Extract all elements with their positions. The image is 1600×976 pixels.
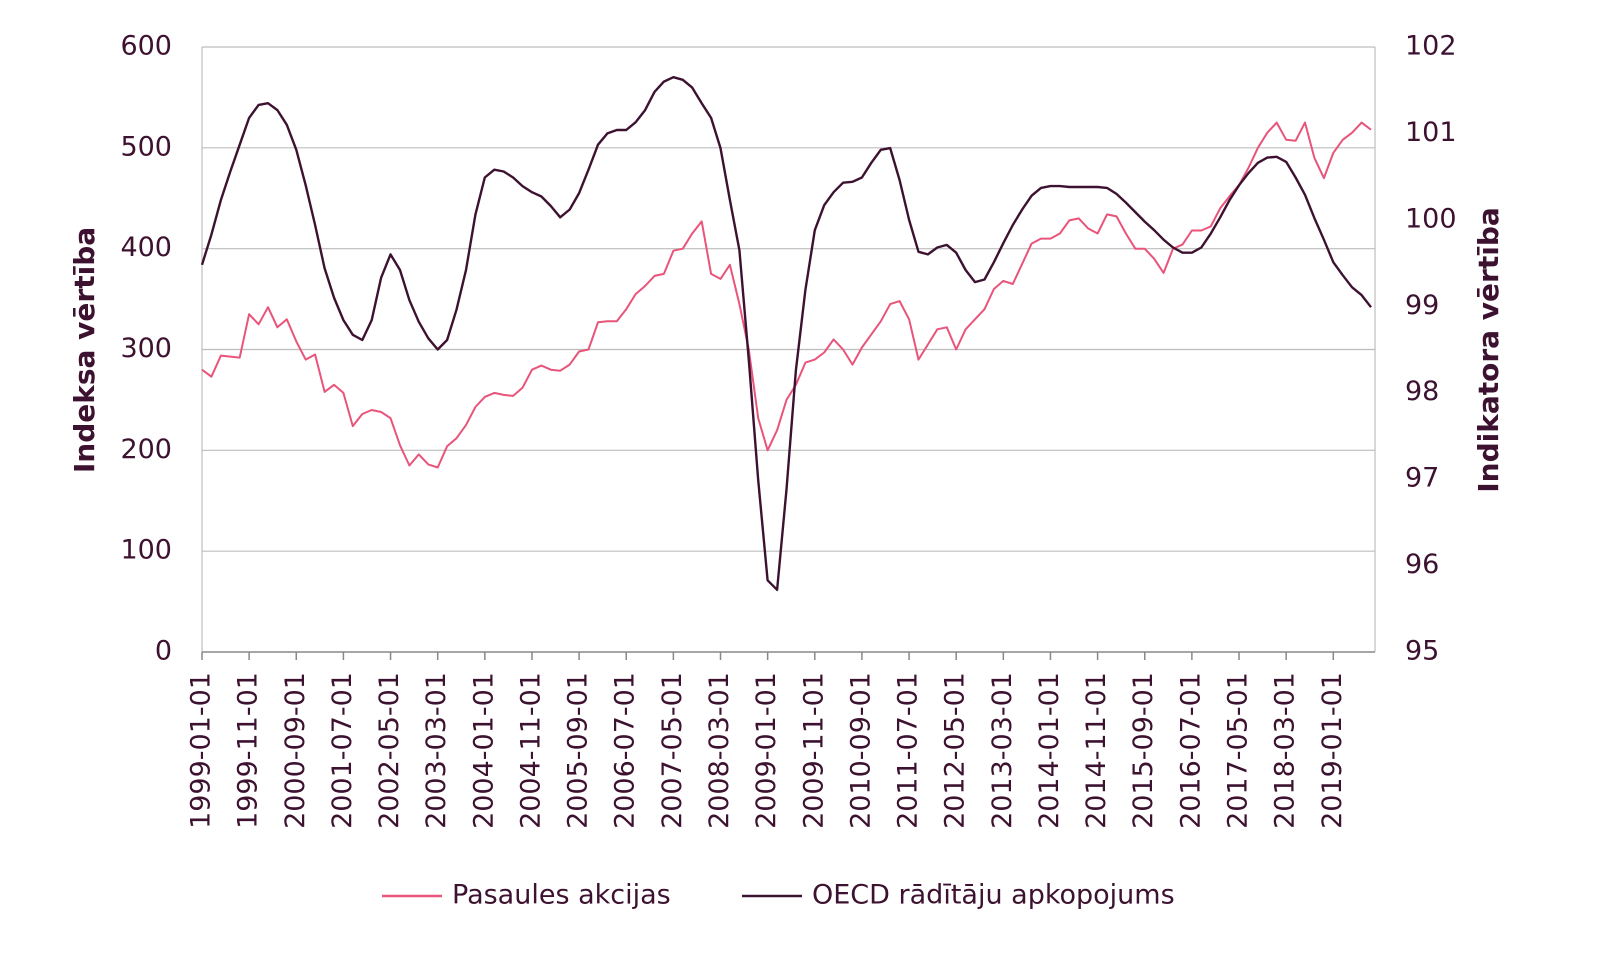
y-tick-label: 100 [120,535,172,566]
x-tick-label: 2012-05-01 [940,672,971,829]
legend-label: OECD rādītāju apkopojums [812,880,1175,911]
x-tick-label: 2001-07-01 [327,672,358,829]
y2-tick-label: 97 [1405,463,1439,494]
x-tick-label: 2005-09-01 [563,672,594,829]
x-tick-label: 2000-09-01 [280,672,311,829]
x-tick-label: 2013-03-01 [987,672,1018,829]
x-tick-label: 2017-05-01 [1223,672,1254,829]
x-tick-label: 2016-07-01 [1175,672,1206,829]
x-tick-label: 2006-07-01 [610,672,641,829]
y-tick-label: 300 [120,333,172,364]
y2-tick-label: 96 [1405,549,1439,580]
y-tick-label: 0 [155,636,172,667]
y2-tick-label: 102 [1405,31,1457,62]
x-tick-label: 2003-03-01 [421,672,452,829]
x-tick-label: 2008-03-01 [704,672,735,829]
x-tick-label: 2010-09-01 [845,672,876,829]
y2-tick-label: 95 [1405,636,1439,667]
y-tick-label: 400 [120,232,172,263]
y2-tick-label: 98 [1405,376,1439,407]
x-tick-label: 2009-01-01 [751,672,782,829]
x-tick-label: 2014-11-01 [1081,672,1112,829]
y-tick-label: 500 [120,131,172,162]
series-line [200,76,1372,591]
x-tick-label: 2011-07-01 [893,672,924,829]
x-tick-label: 2009-11-01 [798,672,829,829]
series-line [201,121,1372,469]
legend-label: Pasaules akcijas [452,880,671,911]
y2-axis-title: Indikatora vērtība [1472,207,1505,493]
y2-tick-label: 99 [1405,290,1439,321]
x-tick-label: 2019-01-01 [1317,672,1348,829]
x-tick-label: 2007-05-01 [657,672,688,829]
x-tick-label: 2002-05-01 [374,672,405,829]
x-tick-label: 2004-01-01 [468,672,499,829]
y2-tick-label: 101 [1405,117,1457,148]
y-tick-label: 200 [120,434,172,465]
x-tick-label: 1999-11-01 [233,672,264,829]
x-tick-label: 2015-09-01 [1128,672,1159,829]
y-tick-label: 600 [120,31,172,62]
x-tick-label: 1999-01-01 [186,672,217,829]
x-tick-label: 2018-03-01 [1270,672,1301,829]
x-tick-label: 2004-11-01 [515,672,546,829]
x-tick-label: 2014-01-01 [1034,672,1065,829]
y2-tick-label: 100 [1405,203,1457,234]
y-axis-title: Indeksa vērtība [68,227,101,473]
